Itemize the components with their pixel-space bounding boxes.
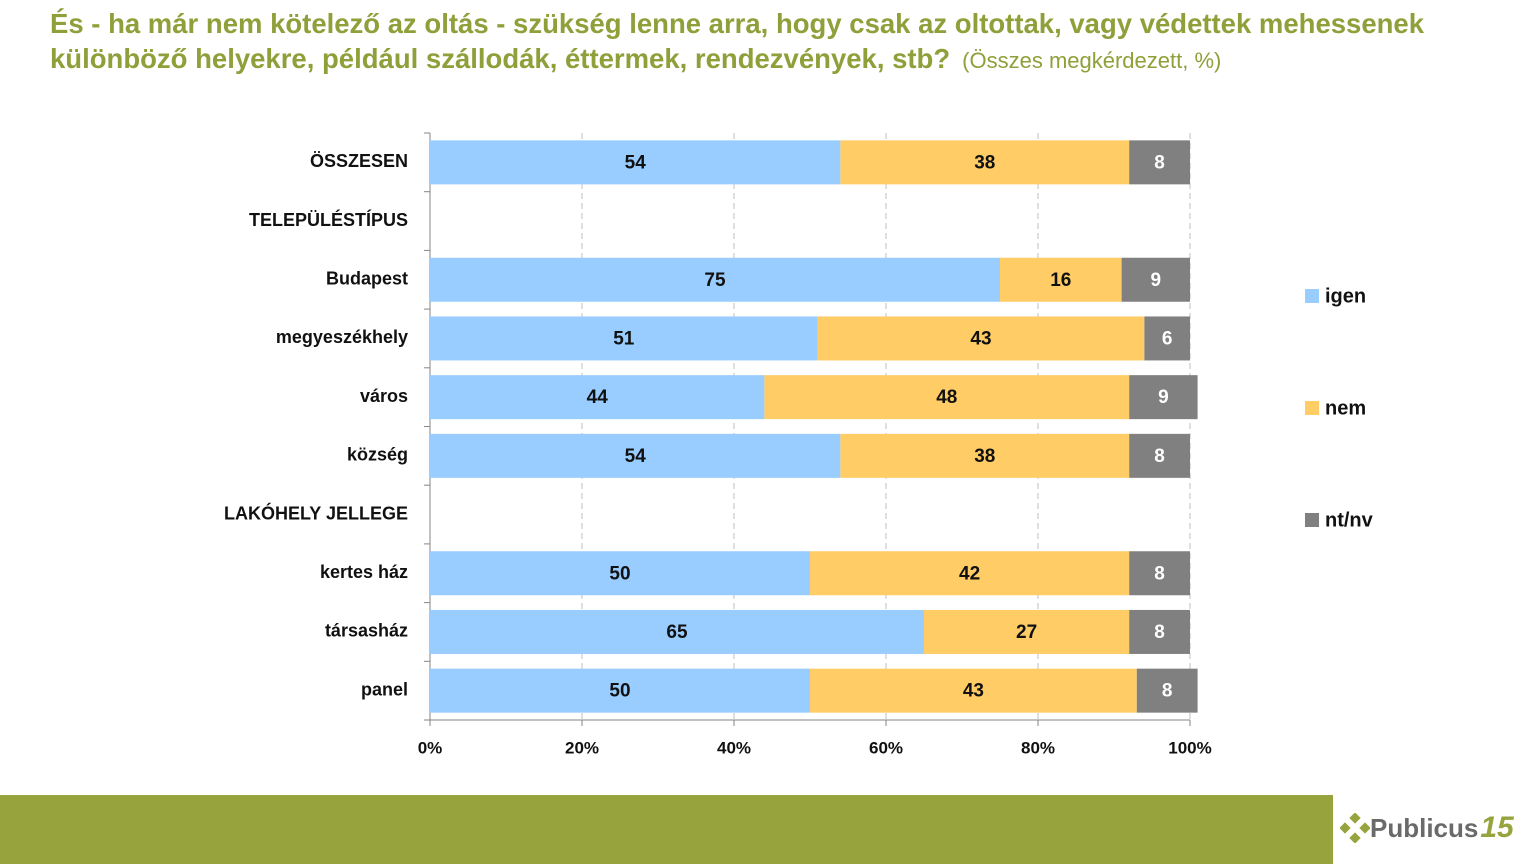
y-tick-label: panel (361, 679, 408, 699)
bar-segment (764, 375, 1130, 420)
bar-segment (1136, 668, 1198, 713)
x-tick-label: 20% (565, 738, 599, 757)
value-label: 50 (609, 563, 630, 584)
bar-segment (1129, 433, 1190, 478)
value-label: 8 (1154, 563, 1165, 584)
value-label: 16 (1050, 270, 1071, 291)
value-label: 38 (974, 152, 995, 173)
value-label: 8 (1162, 681, 1173, 702)
y-tick-label: Budapest (326, 269, 408, 289)
bar-segment (430, 140, 841, 185)
bar-segment (430, 316, 818, 361)
value-label: 43 (963, 681, 984, 702)
value-label: 54 (625, 446, 647, 467)
value-label: 54 (625, 152, 647, 173)
bar-segment (924, 609, 1130, 654)
value-label: 75 (704, 270, 726, 291)
value-label: 43 (970, 328, 991, 349)
legend-label: nt/nv (1325, 509, 1374, 531)
bar-segment (840, 433, 1130, 478)
y-tick-label: társasház (325, 621, 408, 641)
bar-segment (430, 609, 924, 654)
y-tick-label: község (347, 445, 408, 465)
bar-segment (1129, 375, 1198, 420)
logo-name: Publicus (1370, 812, 1479, 843)
y-tick-label: kertes ház (320, 562, 408, 582)
y-tick-label: LAKÓHELY JELLEGE (224, 502, 408, 523)
x-tick-label: 40% (717, 738, 751, 757)
value-label: 51 (613, 328, 635, 349)
bar-segment (430, 257, 1000, 302)
legend-label: nem (1325, 397, 1366, 419)
chart: 0% 20% 40% 60% 80% 100% ÖSSZESEN 54 38 8 TELEPÜLÉS… (224, 132, 1374, 757)
y-tick-label: TELEPÜLÉSTÍPUS (249, 209, 408, 230)
legend-swatch (1305, 289, 1319, 303)
legend-swatch (1305, 401, 1319, 415)
value-label: 65 (666, 622, 688, 643)
logo-number: 15 (1480, 811, 1514, 844)
value-label: 27 (1016, 622, 1037, 643)
bar-segment (1000, 257, 1122, 302)
x-tick-label: 60% (869, 738, 903, 757)
x-tick-label: 80% (1021, 738, 1055, 757)
footer-band (0, 795, 1333, 864)
logo: Publicus 15 (1340, 808, 1514, 848)
bar-segment (840, 140, 1130, 185)
value-label: 8 (1154, 152, 1165, 173)
bar-segment (1129, 609, 1190, 654)
bar-segment (810, 668, 1137, 713)
bar-segment (430, 668, 810, 713)
y-tick-label: ÖSSZESEN (310, 151, 408, 171)
value-label: 9 (1158, 387, 1169, 408)
title-block: És - ha már nem kötelező az oltás - szük… (50, 6, 1490, 78)
value-label: 38 (974, 446, 995, 467)
chart-subtitle: (Összes megkérdezett, %) (962, 48, 1222, 73)
legend-swatch (1305, 513, 1319, 527)
bar-segment (430, 375, 765, 420)
value-label: 44 (587, 387, 609, 408)
bar-segment (1129, 551, 1190, 596)
value-label: 48 (936, 387, 957, 408)
legend-label: igen (1325, 285, 1366, 307)
bar-segment (810, 551, 1130, 596)
chart-title: És - ha már nem kötelező az oltás - szük… (50, 8, 1425, 74)
value-label: 6 (1162, 328, 1173, 349)
x-tick-label: 0% (418, 738, 443, 757)
bar-segment (817, 316, 1145, 361)
y-tick-label: megyeszékhely (276, 327, 408, 347)
bar-segment (430, 551, 810, 596)
value-label: 9 (1151, 270, 1162, 291)
logo-icon (1340, 813, 1370, 843)
x-tick-label: 100% (1168, 738, 1211, 757)
bar-segment (1144, 316, 1190, 361)
y-tick-label: város (360, 386, 408, 406)
bar-segment (1121, 257, 1190, 302)
bar-segment (430, 433, 841, 478)
value-label: 8 (1154, 446, 1165, 467)
value-label: 42 (959, 563, 980, 584)
value-label: 50 (609, 681, 630, 702)
value-label: 8 (1154, 622, 1165, 643)
bar-segment (1129, 140, 1190, 185)
